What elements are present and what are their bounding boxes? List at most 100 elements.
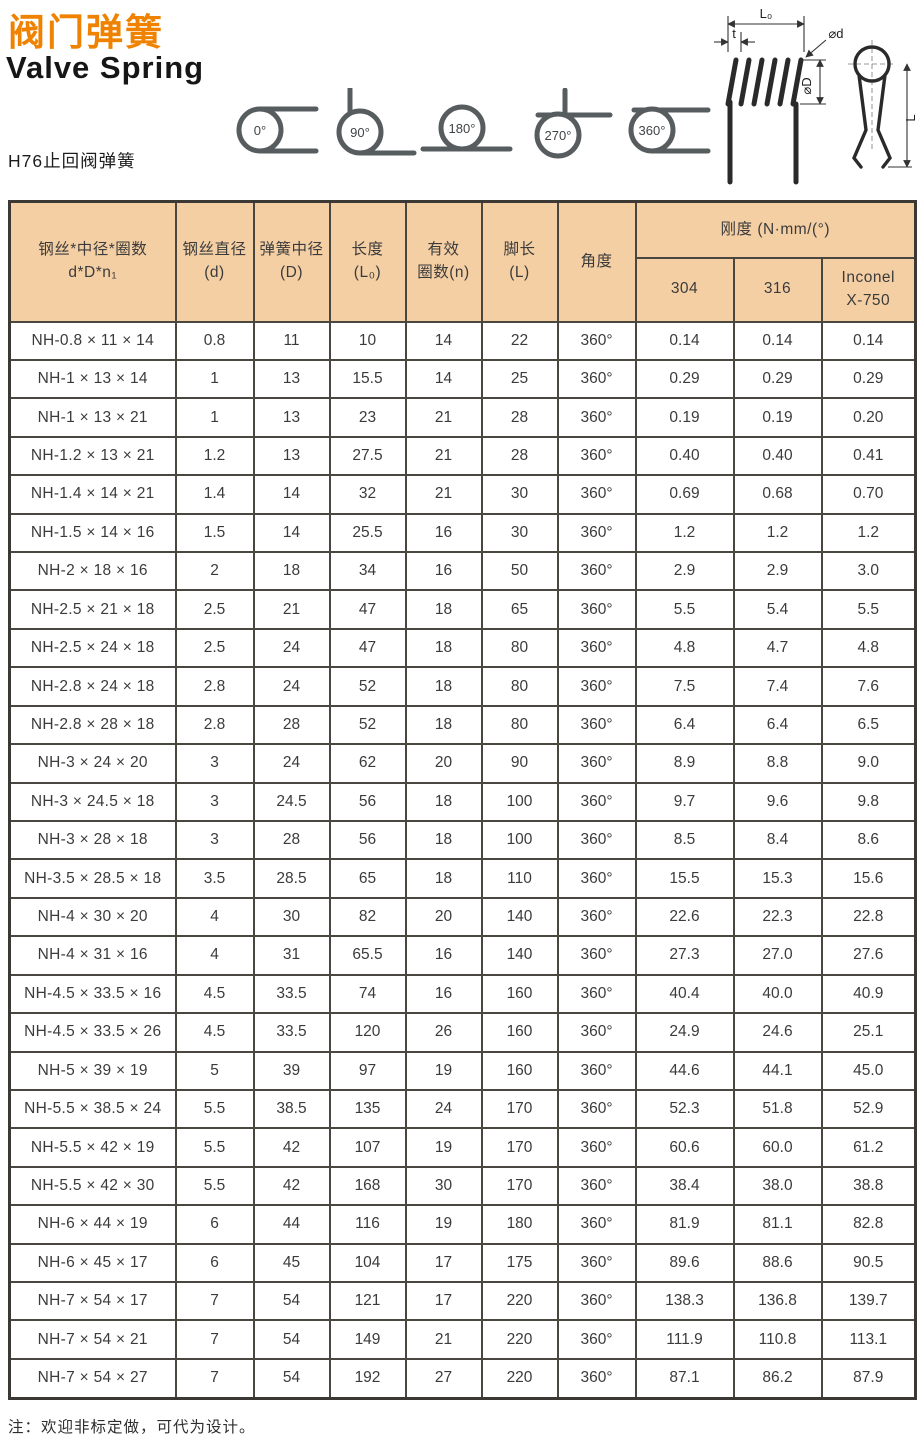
col-header-wire-diameter: 钢丝直径 (d) <box>174 200 255 323</box>
value-cell: 2.9 <box>634 551 735 592</box>
col-header-angle: 角度 <box>556 200 637 323</box>
value-cell: 1.2 <box>174 435 255 477</box>
value-cell: 149 <box>328 1319 407 1360</box>
value-cell: 3.5 <box>174 858 255 899</box>
value-cell: 7.4 <box>732 666 823 707</box>
value-cell: 18 <box>404 666 483 707</box>
value-cell: 4.8 <box>634 627 735 669</box>
value-cell: 13 <box>252 397 331 438</box>
value-cell: 110.8 <box>732 1319 823 1360</box>
value-cell: 111.9 <box>634 1319 735 1360</box>
value-cell: 21 <box>404 1319 483 1360</box>
value-cell: 160 <box>480 973 559 1015</box>
value-cell: 2.8 <box>174 704 255 746</box>
value-cell: 0.40 <box>732 435 823 477</box>
value-cell: 2.5 <box>174 627 255 669</box>
value-cell: 360° <box>556 1088 637 1130</box>
value-cell: 19 <box>404 1204 483 1245</box>
value-cell: 360° <box>556 435 637 477</box>
model-cell: NH-3 × 28 × 18 <box>8 819 177 861</box>
value-cell: 28 <box>480 397 559 438</box>
torsion-spring-side-view <box>725 57 804 185</box>
angle-label: 180° <box>449 121 476 136</box>
value-cell: 2.8 <box>174 666 255 707</box>
spec-table-head: 钢丝*中径*圈数 d*D*n₁ 钢丝直径 (d) 弹簧中径 (D) 长度 (L₀… <box>8 200 917 323</box>
value-cell: 360° <box>556 935 637 976</box>
value-cell: 45.0 <box>820 1050 917 1091</box>
value-cell: 140 <box>480 896 559 938</box>
value-cell: 28.5 <box>252 858 331 899</box>
value-cell: 360° <box>556 1357 637 1400</box>
value-cell: 17 <box>404 1242 483 1284</box>
value-cell: 136.8 <box>732 1281 823 1322</box>
value-cell: 0.14 <box>820 320 917 361</box>
value-cell: 0.41 <box>820 435 917 477</box>
model-cell: NH-3 × 24 × 20 <box>8 743 177 784</box>
model-cell: NH-7 × 54 × 17 <box>8 1281 177 1322</box>
value-cell: 90.5 <box>820 1242 917 1284</box>
value-cell: 18 <box>404 704 483 746</box>
value-cell: 360° <box>556 896 637 938</box>
value-cell: 5.5 <box>820 589 917 630</box>
value-cell: 1.5 <box>174 512 255 554</box>
value-cell: 65 <box>328 858 407 899</box>
value-cell: 28 <box>480 435 559 477</box>
value-cell: 52.3 <box>634 1088 735 1130</box>
table-row: NH-0.8 × 11 × 14 0.8 11 10 14 22 360° 0.14 0.14 0… <box>8 320 917 361</box>
value-cell: 30 <box>480 512 559 554</box>
value-cell: 4.5 <box>174 1012 255 1053</box>
table-row: NH-3 × 24.5 × 18 3 24.5 56 18 100 360° 9.7 9.6 9.… <box>8 781 917 822</box>
series-label: H76止回阀弹簧 <box>8 151 136 171</box>
value-cell: 20 <box>404 743 483 784</box>
value-cell: 27.5 <box>328 435 407 477</box>
col-header-inconel: Inconel X-750 <box>820 256 917 323</box>
value-cell: 16 <box>404 551 483 592</box>
value-cell: 3.0 <box>820 551 917 592</box>
table-row: NH-7 × 54 × 21 7 54 149 21 220 360° 111.9 110.8 1… <box>8 1319 917 1360</box>
table-row: NH-6 × 45 × 17 6 45 104 17 175 360° 89.6 88.6 90.… <box>8 1242 917 1284</box>
value-cell: 30 <box>252 896 331 938</box>
value-cell: 81.9 <box>634 1204 735 1245</box>
value-cell: 14 <box>404 320 483 361</box>
col-header-316: 316 <box>732 256 823 323</box>
table-row: NH-1 × 13 × 21 1 13 23 21 28 360° 0.19 0.19 0.20 <box>8 397 917 438</box>
col-header-active-coils: 有效 圈数(n) <box>404 200 483 323</box>
value-cell: 170 <box>480 1127 559 1168</box>
value-cell: 168 <box>328 1165 407 1207</box>
value-cell: 31 <box>252 935 331 976</box>
value-cell: 160 <box>480 1012 559 1053</box>
value-cell: 1.2 <box>820 512 917 554</box>
value-cell: 220 <box>480 1357 559 1400</box>
model-cell: NH-2.8 × 24 × 18 <box>8 666 177 707</box>
model-cell: NH-2.5 × 24 × 18 <box>8 627 177 669</box>
value-cell: 135 <box>328 1088 407 1130</box>
value-cell: 5.5 <box>634 589 735 630</box>
value-cell: 360° <box>556 1319 637 1360</box>
dim-label-l0: L₀ <box>760 6 773 21</box>
value-cell: 54 <box>252 1319 331 1360</box>
value-cell: 21 <box>252 589 331 630</box>
value-cell: 9.7 <box>634 781 735 822</box>
value-cell: 8.9 <box>634 743 735 784</box>
value-cell: 6.4 <box>634 704 735 746</box>
value-cell: 20 <box>404 896 483 938</box>
angle-label: 90° <box>350 125 370 140</box>
value-cell: 220 <box>480 1281 559 1322</box>
value-cell: 27.3 <box>634 935 735 976</box>
value-cell: 138.3 <box>634 1281 735 1322</box>
value-cell: 52 <box>328 666 407 707</box>
value-cell: 13 <box>252 358 331 400</box>
angle-label: 0° <box>254 123 266 138</box>
value-cell: 16 <box>404 973 483 1015</box>
table-row: NH-2.5 × 24 × 18 2.5 24 47 18 80 360° 4.8 4.7 4.8 <box>8 627 917 669</box>
value-cell: 0.8 <box>174 320 255 361</box>
value-cell: 60.0 <box>732 1127 823 1168</box>
value-cell: 24 <box>252 743 331 784</box>
value-cell: 180 <box>480 1204 559 1245</box>
table-row: NH-6 × 44 × 19 6 44 116 19 180 360° 81.9 81.1 82.… <box>8 1204 917 1245</box>
value-cell: 360° <box>556 358 637 400</box>
value-cell: 18 <box>252 551 331 592</box>
value-cell: 23 <box>328 397 407 438</box>
value-cell: 15.5 <box>634 858 735 899</box>
value-cell: 42 <box>252 1127 331 1168</box>
